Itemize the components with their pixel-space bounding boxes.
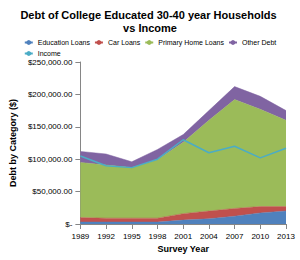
svg-text:1989: 1989 bbox=[71, 232, 89, 241]
svg-text:Debt by Category ($): Debt by Category ($) bbox=[8, 99, 18, 187]
svg-text:$100,000.00: $100,000.00 bbox=[28, 155, 73, 164]
svg-text:Primary Home Loans: Primary Home Loans bbox=[158, 39, 224, 47]
svg-text:$-: $- bbox=[65, 220, 72, 229]
svg-text:1992: 1992 bbox=[97, 232, 115, 241]
svg-text:1995: 1995 bbox=[123, 232, 141, 241]
svg-text:Debt of College Educated 30-40: Debt of College Educated 30-40 year Hous… bbox=[20, 9, 279, 21]
svg-text:Other Debt: Other Debt bbox=[242, 39, 276, 46]
svg-text:Survey Year: Survey Year bbox=[157, 244, 209, 254]
svg-text:$250,000.00: $250,000.00 bbox=[28, 58, 73, 67]
svg-text:2001: 2001 bbox=[174, 232, 192, 241]
svg-text:2007: 2007 bbox=[226, 232, 244, 241]
svg-text:$150,000.00: $150,000.00 bbox=[28, 122, 73, 131]
svg-text:$200,000.00: $200,000.00 bbox=[28, 90, 73, 99]
svg-text:vs Income: vs Income bbox=[123, 22, 177, 34]
svg-text:Education Loans: Education Loans bbox=[38, 39, 91, 46]
svg-text:1998: 1998 bbox=[149, 232, 167, 241]
svg-text:2013: 2013 bbox=[277, 232, 295, 241]
svg-text:2010: 2010 bbox=[251, 232, 269, 241]
svg-text:Car Loans: Car Loans bbox=[108, 39, 141, 46]
svg-text:$50,000.00: $50,000.00 bbox=[32, 187, 73, 196]
svg-text:Income: Income bbox=[38, 50, 61, 57]
svg-text:2004: 2004 bbox=[200, 232, 218, 241]
